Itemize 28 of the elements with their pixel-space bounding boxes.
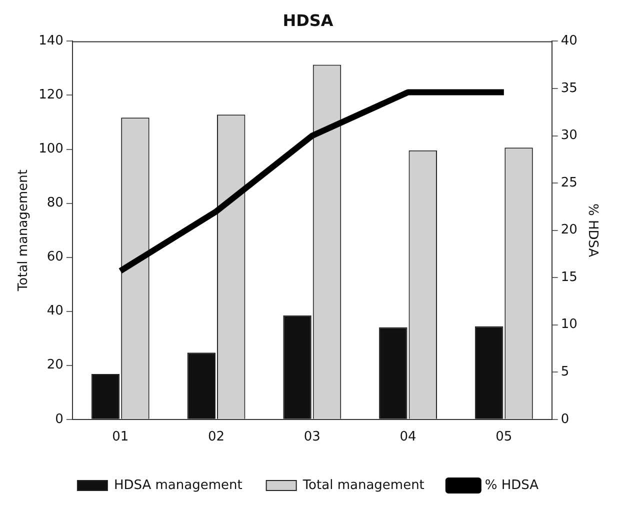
y-tick-label: 80 <box>46 196 64 211</box>
y2-tick-label: 10 <box>560 317 578 332</box>
y-tick-label: 20 <box>46 358 64 373</box>
x-tick-label: 03 <box>304 430 320 445</box>
x-tick-label: 04 <box>400 430 416 445</box>
y-tick-label: 100 <box>38 142 64 157</box>
y2-tick-label: 0 <box>560 412 570 427</box>
x-tick-label: 05 <box>496 430 512 445</box>
y2-axis-title: % HDSA <box>584 203 600 258</box>
y2-tick-label: 25 <box>560 175 578 190</box>
legend-label: HDSA management <box>114 478 242 493</box>
x-tick-label: 01 <box>112 430 129 445</box>
y-axis-title: Total management <box>16 170 32 292</box>
y2-tick-label: 15 <box>560 270 578 285</box>
y-tick-label: 140 <box>38 34 64 49</box>
legend-label: Total management <box>302 478 424 493</box>
chart-title: HDSA <box>282 10 334 30</box>
x-tick-label: 02 <box>208 430 225 445</box>
y2-tick-label: 35 <box>560 80 578 96</box>
y2-tick-label: 40 <box>560 34 578 49</box>
y-tick-label: 40 <box>46 304 64 319</box>
y-tick-label: 0 <box>55 412 64 427</box>
y2-tick-label: 5 <box>560 364 570 380</box>
y2-tick-label: 30 <box>560 128 578 144</box>
legend-label: % HDSA <box>484 478 539 493</box>
y2-tick-label: 20 <box>560 222 578 238</box>
y-tick-label: 60 <box>46 250 64 265</box>
y-tick-label: 120 <box>38 88 64 103</box>
